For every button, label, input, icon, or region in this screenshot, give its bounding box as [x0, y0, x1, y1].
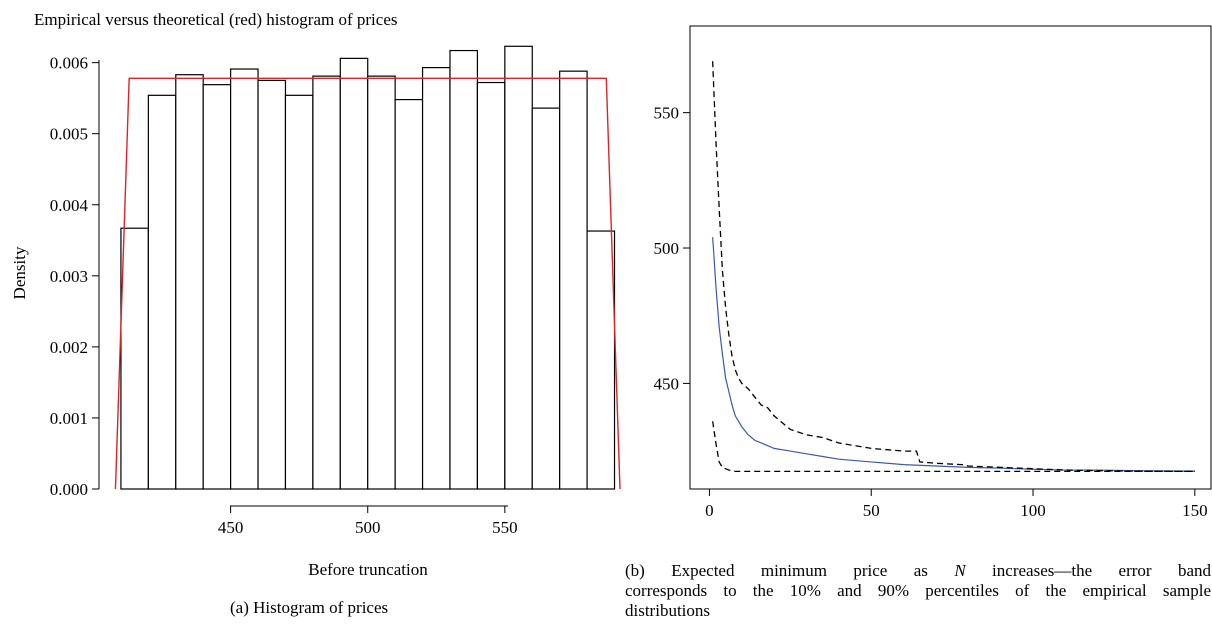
chart-b-y-ticks: 450 500 550	[654, 104, 690, 393]
chart-b-lines	[712, 61, 1195, 473]
histogram-bar	[449, 49, 479, 490]
chart-a-bars	[120, 45, 616, 490]
y-tick-label: 550	[654, 104, 680, 123]
y-tick-label: 0.003	[50, 267, 88, 286]
chart-b-caption-line: distributions	[625, 601, 711, 620]
expected-minimum-line	[712, 237, 1195, 472]
x-tick-label: 150	[1182, 501, 1208, 520]
histogram-bar	[312, 75, 341, 490]
x-tick-label: 450	[218, 518, 244, 537]
y-tick-label: 0.000	[50, 480, 88, 499]
histogram-bar	[476, 81, 506, 490]
x-tick-label: 550	[492, 518, 518, 537]
y-tick-label: 0.005	[50, 125, 88, 144]
chart-b-x-ticks: 0 50 100 150	[705, 489, 1208, 520]
histogram-bar	[367, 75, 396, 490]
chart-a-xlabel: Before truncation	[308, 560, 428, 579]
chart-a-title: Empirical versus theoretical (red) histo…	[34, 10, 397, 29]
histogram-bar	[202, 84, 232, 490]
histogram-bar	[339, 57, 369, 490]
x-tick-label: 100	[1020, 501, 1046, 520]
variable-n: N	[954, 561, 966, 580]
y-tick-label: 0.001	[50, 409, 88, 428]
x-tick-label: 0	[705, 501, 714, 520]
histogram-bar	[531, 107, 561, 490]
chart-b-caption-line: (b) Expected minimum price as N increase…	[625, 561, 1211, 580]
histogram-bar	[421, 67, 451, 490]
error-band-line	[712, 421, 1195, 473]
y-tick-label: 0.006	[50, 54, 88, 73]
chart-a-y-ticks: 0.000 0.001 0.002 0.003 0.004 0.005 0.006	[50, 54, 99, 499]
x-tick-label: 500	[355, 518, 381, 537]
y-tick-label: 0.004	[50, 196, 89, 215]
histogram-bar	[284, 94, 314, 490]
histogram-bar	[559, 70, 588, 490]
histogram-bar	[147, 94, 177, 490]
x-tick-label: 50	[863, 501, 880, 520]
histogram-bar	[394, 98, 424, 490]
chart-b-caption: (b) Expected minimum price as N increase…	[625, 561, 1211, 621]
histogram-bar	[175, 74, 204, 490]
histogram-bar	[230, 68, 259, 490]
histogram-bar	[120, 227, 149, 490]
histogram-bar	[586, 230, 616, 490]
chart-b-caption-line: corresponds to the 10% and 90% percentil…	[625, 581, 1211, 600]
histogram-chart: Empirical versus theoretical (red) histo…	[10, 10, 621, 579]
y-tick-label: 0.002	[50, 338, 88, 357]
chart-b-plot-frame	[689, 25, 1212, 490]
error-band-line	[712, 61, 1195, 473]
y-tick-label: 450	[654, 374, 680, 393]
histogram-bar	[504, 45, 533, 490]
theoretical-density-curve	[114, 77, 621, 490]
chart-a-ylabel: Density	[10, 246, 29, 299]
y-tick-label: 500	[654, 239, 680, 258]
chart-a-caption: (a) Histogram of prices	[230, 598, 389, 617]
histogram-bar	[257, 79, 287, 490]
expected-minimum-chart: 450 500 550 0 50 100 150	[654, 25, 1212, 520]
chart-a-x-ticks: 450 500 550	[218, 506, 518, 537]
